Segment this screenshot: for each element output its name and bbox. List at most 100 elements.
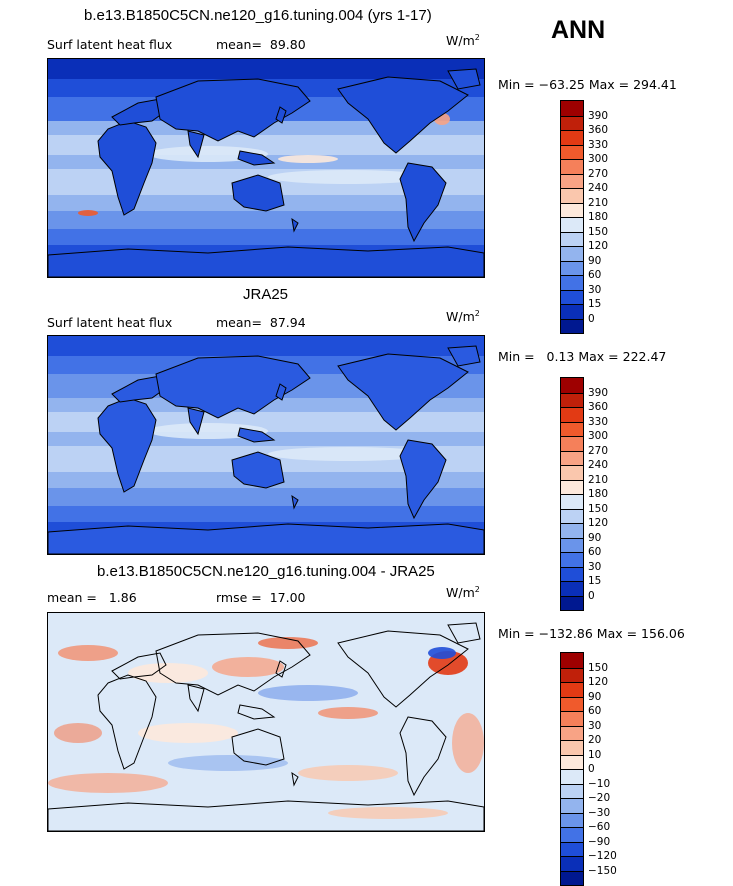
colorbar-tick-label: 330: [588, 415, 609, 428]
rmse-label: rmse = 17.00: [216, 590, 306, 605]
field-patch: [168, 755, 288, 771]
coastline: [187, 407, 205, 436]
field-band: [48, 59, 484, 79]
colorbar-tick-label: −120: [588, 850, 617, 862]
field-patch: [78, 210, 98, 216]
colorbar-tick-label: 300: [588, 153, 609, 165]
colorbar-swatch: [561, 159, 583, 174]
field-band: [48, 336, 484, 356]
colorbar-swatch: [561, 552, 583, 567]
colorbar-tick-label: 300: [588, 430, 609, 442]
colorbar-tick-label: 360: [588, 401, 609, 413]
colorbar-tick-label: 390: [588, 386, 609, 399]
coastline: [399, 439, 447, 520]
colorbar-tick-label: 120: [588, 676, 609, 688]
map-canvas: [48, 336, 484, 554]
colorbar-swatch: [561, 304, 583, 319]
colorbar-swatch: [561, 740, 583, 755]
min-max-label: Min = −132.86 Max = 156.06: [498, 626, 685, 641]
colorbar-swatch: [561, 595, 583, 610]
colorbar-swatch: [561, 465, 583, 480]
coastline: [237, 427, 276, 443]
colorbar-swatch: [561, 841, 583, 856]
map-diff: [47, 612, 485, 832]
colorbar-swatch: [561, 798, 583, 813]
coastline: [237, 150, 276, 166]
colorbar-swatch: [561, 101, 583, 116]
colorbar-tick-label: 270: [588, 167, 609, 180]
coastline: [48, 800, 484, 831]
colorbar-tick-label: 90: [588, 254, 602, 267]
mean-label: mean = 1.86: [47, 590, 137, 605]
coastline: [275, 106, 287, 124]
colorbar-tick-label: 240: [588, 459, 609, 471]
colorbar-tick-label: 0: [588, 312, 595, 325]
colorbar-swatch: [561, 566, 583, 581]
colorbar-tick-label: 240: [588, 182, 609, 194]
colorbar-swatch: [561, 392, 583, 407]
field-patch: [54, 723, 102, 743]
colorbar-swatch: [561, 217, 583, 232]
field-patch: [258, 685, 358, 701]
map-obs: [47, 335, 485, 555]
colorbar-swatch: [561, 289, 583, 304]
field-patch: [138, 723, 238, 743]
colorbar-swatch: [561, 318, 583, 333]
colorbar-tick-label: 30: [588, 560, 602, 573]
min-max-label: Min = −63.25 Max = 294.41: [498, 77, 677, 92]
colorbar-swatch: [561, 827, 583, 842]
colorbar-tick-label: 150: [588, 225, 609, 238]
coastline: [97, 120, 157, 216]
colorbar-tick-label: 0: [588, 589, 595, 602]
coastline: [447, 345, 481, 367]
coastline: [155, 355, 311, 419]
colorbar-swatch: [561, 450, 583, 465]
colorbar-swatch: [561, 421, 583, 436]
coastline: [155, 78, 311, 142]
map-model: [47, 58, 485, 278]
colorbar-swatch: [561, 115, 583, 130]
colorbar-tick-label: 120: [588, 240, 609, 252]
map-canvas: [48, 59, 484, 277]
colorbar: [560, 652, 584, 886]
colorbar-swatch: [561, 667, 583, 682]
colorbar-swatch: [561, 508, 583, 523]
field-patch: [452, 713, 484, 773]
colorbar-tick-label: −60: [588, 821, 611, 833]
colorbar-tick-label: 210: [588, 473, 609, 486]
colorbar-tick-label: 180: [588, 488, 609, 500]
field-patch: [48, 773, 168, 793]
coastline: [237, 704, 276, 720]
field-patch: [328, 807, 448, 819]
colorbar-tick-label: 10: [588, 748, 602, 761]
coastline: [337, 630, 469, 708]
coastline: [399, 162, 447, 243]
coastline: [231, 451, 285, 489]
colorbar-tick-label: −10: [588, 777, 611, 790]
coastline: [48, 246, 484, 277]
field-patch: [258, 637, 318, 649]
coastline: [187, 684, 205, 713]
min-max-label: Min = 0.13 Max = 222.47: [498, 349, 667, 364]
variable-label: Surf latent heat flux: [47, 315, 173, 330]
colorbar-swatch: [561, 783, 583, 798]
variable-label: Surf latent heat flux: [47, 37, 173, 52]
field-patch: [212, 657, 284, 677]
map-canvas: [48, 613, 484, 831]
coastline: [231, 728, 285, 766]
field-band: [48, 229, 484, 245]
units-label: W/m2: [446, 585, 480, 601]
colorbar-swatch: [561, 711, 583, 726]
field-patch: [58, 645, 118, 661]
panel-title: b.e13.B1850C5CN.ne120_g16.tuning.004 - J…: [97, 563, 435, 580]
colorbar-tick-label: −20: [588, 792, 611, 804]
colorbar-tick-label: 360: [588, 124, 609, 136]
colorbar-tick-label: 30: [588, 283, 602, 296]
units-label: W/m2: [446, 33, 480, 49]
coastline: [275, 383, 287, 401]
colorbar-swatch: [561, 537, 583, 552]
colorbar-tick-label: 210: [588, 196, 609, 209]
coastline: [337, 353, 469, 431]
colorbar-swatch: [561, 682, 583, 697]
coastline: [187, 130, 205, 159]
